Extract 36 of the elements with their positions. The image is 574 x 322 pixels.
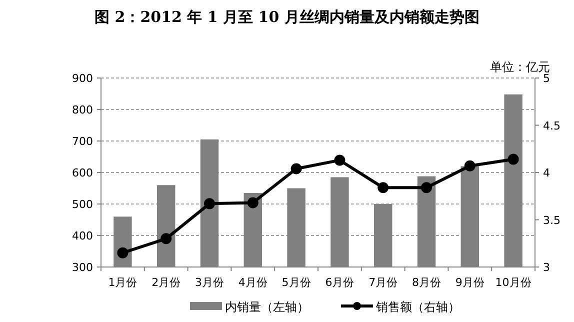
chart-title: 图 2：2012 年 1 月至 10 月丝绸内销量及内销额走势图	[94, 8, 480, 26]
y2-tick-label: 3.5	[543, 214, 560, 227]
point	[378, 182, 389, 194]
y2-tick-label: 4.5	[543, 119, 560, 132]
legend-label: 内销量（左轴）	[225, 300, 309, 314]
x-tick-label: 1月份	[108, 276, 138, 289]
x-tick-label: 2月份	[152, 276, 181, 289]
y-tick-label: 700	[72, 135, 93, 148]
x-tick-label: 6月份	[325, 276, 354, 289]
y2-tick-label: 5	[543, 72, 550, 85]
point	[247, 197, 258, 208]
y2-axis-title: 单位：亿元	[490, 60, 550, 74]
x-tick-label: 8月份	[412, 276, 441, 289]
point	[464, 160, 476, 172]
point	[290, 163, 302, 174]
legend-label: 销售额（右轴）	[375, 300, 460, 314]
y-tick-label: 600	[72, 166, 93, 180]
y-tick-label: 300	[72, 261, 93, 274]
x-tick-label: 4月份	[238, 276, 268, 289]
point	[160, 233, 172, 244]
point	[334, 154, 346, 166]
x-tick-label: 3月份	[195, 276, 224, 289]
point	[117, 247, 128, 258]
point	[421, 182, 432, 194]
x-tick-label: 10月份	[495, 276, 532, 289]
point	[508, 154, 519, 165]
y-tick-label: 500	[72, 198, 93, 211]
x-tick-label: 7月份	[368, 276, 398, 289]
x-tick-label: 9月份	[455, 276, 484, 289]
y2-tick-label: 3	[543, 261, 550, 274]
y-tick-label: 400	[72, 230, 93, 242]
y-tick-label: 800	[72, 104, 93, 116]
y2-tick-label: 4	[543, 166, 550, 180]
y-tick-label: 900	[72, 72, 93, 85]
x-tick-label: 5月份	[282, 276, 311, 289]
point	[204, 198, 215, 210]
